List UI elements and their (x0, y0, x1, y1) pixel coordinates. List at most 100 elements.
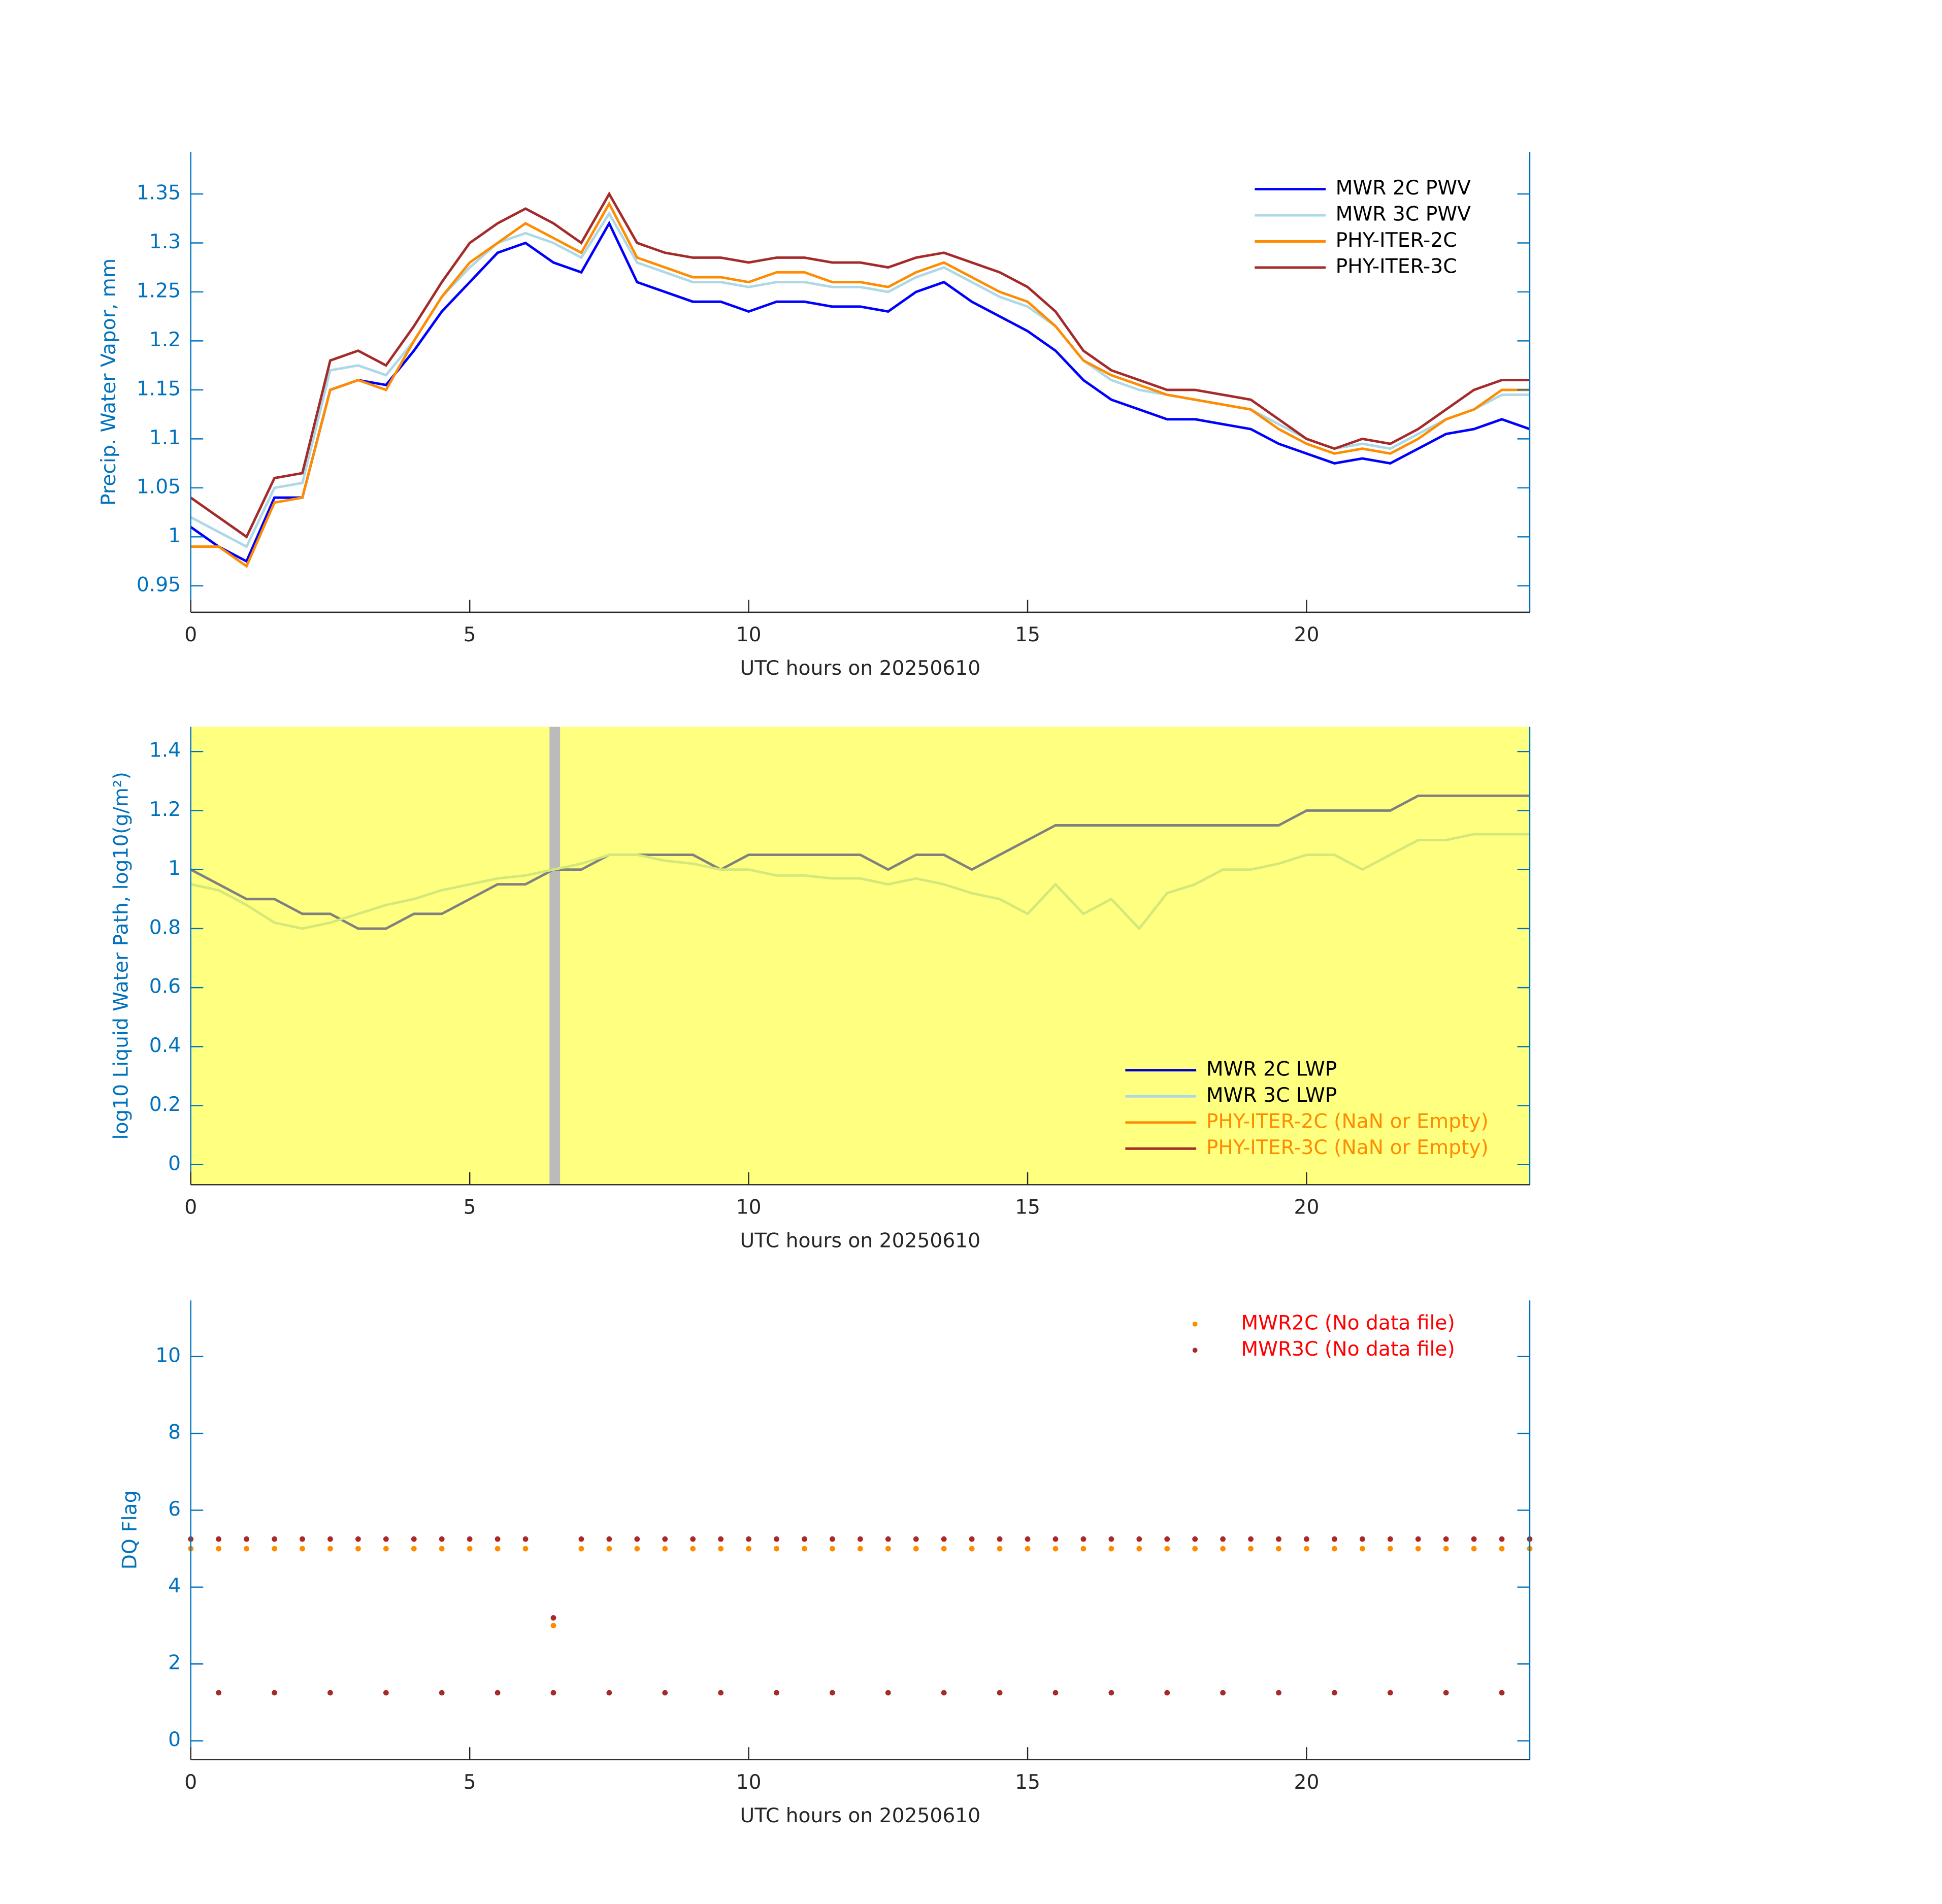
chart-panel: 0 0.2 0.4 0.6 0.8 1 1.2 1.4 0 5 10 15 20 UTC hours on… (110, 727, 1531, 1253)
y-tick-label: 0.95 (137, 573, 181, 596)
data-point (1108, 1690, 1114, 1696)
legend-label: MWR 2C PWV (1336, 177, 1471, 200)
data-point (1248, 1546, 1254, 1552)
y-tick-label: 0.8 (149, 916, 181, 939)
data-point (1359, 1536, 1365, 1542)
data-point (1164, 1536, 1170, 1542)
data-point (662, 1690, 668, 1696)
y-tick-label: 1 (168, 524, 181, 547)
data-point (1499, 1546, 1505, 1552)
legend-label: MWR 3C PWV (1336, 203, 1471, 226)
y-tick-label: 1.35 (137, 181, 181, 204)
data-point (718, 1690, 724, 1696)
x-tick-label: 5 (464, 623, 476, 646)
y-tick-label: 0.4 (149, 1034, 181, 1057)
data-point (746, 1536, 751, 1542)
data-point (1164, 1546, 1170, 1552)
chart-panel: 0 2 4 6 8 10 0 5 10 15 20 UTC hours on 20250610 DQ F… (119, 1300, 1533, 1827)
x-tick-label: 10 (736, 1196, 762, 1219)
data-point (662, 1546, 668, 1552)
y-tick-label: 1.25 (137, 279, 181, 302)
legend-label: PHY-ITER-2C (NaN or Empty) (1206, 1110, 1489, 1133)
data-point (830, 1546, 835, 1552)
y-tick-label: 0 (168, 1728, 181, 1751)
data-point (1387, 1690, 1393, 1696)
data-point (634, 1546, 640, 1552)
data-point (467, 1536, 473, 1542)
data-point (857, 1536, 863, 1542)
y-axis-label: Precip. Water Vapor, mm (97, 258, 120, 506)
y-tick-label: 8 (168, 1421, 181, 1444)
legend-label: PHY-ITER-3C (NaN or Empty) (1206, 1136, 1489, 1159)
y-tick-label: 6 (168, 1498, 181, 1521)
data-point (1192, 1536, 1198, 1542)
y-tick-label: 0.6 (149, 975, 181, 998)
legend-marker (1192, 1348, 1198, 1353)
data-point (1276, 1536, 1281, 1542)
data-point (802, 1536, 807, 1542)
data-point (1108, 1536, 1114, 1542)
y-tick-label: 1.1 (149, 426, 181, 449)
data-point (1387, 1536, 1393, 1542)
legend-label: MWR 2C LWP (1206, 1058, 1337, 1080)
legend-label: MWR 3C LWP (1206, 1084, 1337, 1107)
data-point (857, 1546, 863, 1552)
data-point (690, 1546, 696, 1552)
legend-label: MWR2C (No data file) (1241, 1311, 1455, 1334)
y-tick-label: 1 (168, 857, 181, 880)
data-point (941, 1546, 947, 1552)
data-point (1080, 1536, 1087, 1542)
data-point (1331, 1536, 1337, 1542)
data-point (411, 1536, 417, 1542)
data-point (885, 1536, 891, 1542)
data-point (216, 1690, 222, 1696)
data-point (383, 1690, 389, 1696)
x-tick-label: 10 (736, 1771, 762, 1794)
x-axis-label: UTC hours on 20250610 (740, 657, 981, 680)
data-point (1164, 1690, 1170, 1696)
data-point (522, 1546, 529, 1552)
data-point (1276, 1546, 1281, 1552)
data-point (969, 1536, 975, 1542)
data-point (997, 1536, 1003, 1542)
data-point (439, 1690, 445, 1696)
y-axis-label: log10 Liquid Water Path, log10(g/m²) (110, 772, 133, 1139)
data-point (1499, 1536, 1505, 1542)
data-point (1331, 1690, 1337, 1696)
x-tick-label: 15 (1015, 1771, 1040, 1794)
data-point (272, 1546, 277, 1552)
data-point (578, 1546, 584, 1552)
data-point (244, 1546, 250, 1552)
x-tick-label: 15 (1015, 1196, 1040, 1219)
data-point (1359, 1546, 1365, 1552)
data-point (550, 1615, 556, 1621)
y-tick-label: 1.05 (137, 475, 181, 498)
data-point (969, 1546, 975, 1552)
x-axis-label: UTC hours on 20250610 (740, 1804, 981, 1827)
data-point (1248, 1536, 1254, 1542)
data-point (495, 1546, 501, 1552)
y-axis-label: DQ Flag (119, 1491, 142, 1570)
data-point (1304, 1536, 1309, 1542)
data-point (383, 1536, 389, 1542)
legend-label: MWR3C (No data file) (1241, 1338, 1455, 1361)
data-point (1471, 1536, 1477, 1542)
x-tick-label: 5 (464, 1196, 476, 1219)
y-tick-label: 1.3 (149, 231, 181, 253)
data-point (495, 1536, 501, 1542)
x-tick-label: 20 (1294, 1771, 1320, 1794)
data-point (774, 1690, 779, 1696)
data-line (190, 220, 1530, 563)
data-point (495, 1690, 501, 1696)
shaded-region (549, 727, 561, 1185)
x-tick-label: 0 (184, 1771, 197, 1794)
data-point (411, 1546, 417, 1552)
x-tick-label: 10 (736, 623, 762, 646)
data-point (467, 1546, 473, 1552)
data-line (190, 201, 1530, 568)
data-point (1471, 1546, 1477, 1552)
data-point (1499, 1690, 1505, 1696)
data-line (190, 191, 1530, 539)
x-tick-label: 20 (1294, 1196, 1320, 1219)
